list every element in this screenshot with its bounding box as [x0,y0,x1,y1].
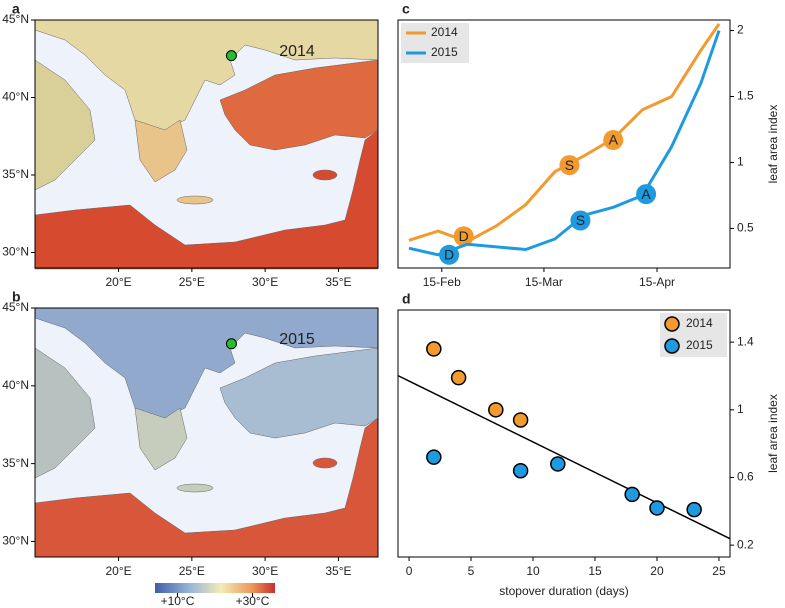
point [426,341,442,357]
stage-marker [439,244,460,265]
point [624,486,640,503]
point [450,369,467,386]
stage-marker [453,226,474,247]
x-tick-label: 25°E [179,275,205,289]
year-label: 2014 [279,43,315,60]
y-tick-label: 1 [737,155,744,169]
legend-label: 2015 [431,45,458,59]
site [225,50,237,62]
legend-bg [401,23,469,43]
x-tick-label: 35°E [325,275,351,289]
y-tick-label: 45°N [2,12,29,26]
x-tick-label: 0 [406,564,413,578]
stage-label: S [565,157,574,173]
stage-label: A [641,186,651,202]
x-tick-label: 15-Feb [423,275,461,289]
panel-letter: d [402,291,411,307]
x-tick-label: 10 [526,564,540,578]
stage-marker [603,130,624,151]
x-tick-label: 30°E [252,564,278,578]
y-tick-label: 0.6 [737,470,754,484]
y-tick-label: 40°N [2,90,29,104]
legend-bg [401,43,469,63]
x-tick-label: 15-Mar [525,275,563,289]
point [512,412,529,428]
point [512,462,529,479]
stage-marker [636,184,657,205]
y-tick-label: 1.5 [737,89,754,103]
x-tick-label: 20°E [105,275,131,289]
y-tick-label: 2 [737,23,744,37]
x-tick-label: 20°E [105,564,131,578]
stage-label: D [459,228,469,244]
y-tick-label: 0.5 [737,221,754,235]
legend-swatch [664,338,680,354]
fit-line [397,374,731,540]
x-tick-label: 35°E [325,564,351,578]
frame [397,19,731,269]
x-tick-label: 15-Apr [639,275,675,289]
legend-label: 2014 [686,316,713,330]
y-axis-label: leaf area index [766,105,780,184]
stage-marker [570,210,591,231]
legend-label: 2014 [431,25,458,39]
point [426,449,442,465]
y-tick-label: 1 [737,402,744,416]
x-tick-label: 5 [468,564,475,578]
legend-swatch [664,316,680,332]
y-tick-label: 45°N [2,300,29,314]
panel-letter: a [12,1,20,17]
panel-letter: b [12,289,21,305]
point [649,500,665,516]
y-tick-label: 30°N [2,245,29,259]
frame [397,309,731,558]
stage-label: D [444,247,454,263]
stage-label: A [609,132,619,148]
point [686,501,702,518]
stage-marker [559,155,580,176]
stage-label: S [576,212,585,228]
x-tick-label: 30°E [252,275,278,289]
year-label: 2015 [279,331,315,348]
x-tick-label: 25°E [179,564,205,578]
y-tick-label: 35°N [2,456,29,470]
y-tick-label: 1.4 [737,334,754,348]
legend-label: 2015 [686,338,713,352]
y-tick-label: 40°N [2,378,29,392]
y-axis-label: leaf area index [766,394,780,473]
frame [34,19,379,269]
y-tick-label: 35°N [2,167,29,181]
line [408,30,721,257]
point [488,402,504,418]
frame [34,307,379,558]
site [225,338,237,350]
x-tick-label: 20 [650,564,664,578]
y-tick-label: 0.2 [737,537,754,551]
x-tick-label: 15 [588,564,602,578]
map-2014 [34,19,379,270]
point [550,456,566,472]
colorbar-label: +10°C [161,594,195,608]
x-tick-label: 25 [712,564,726,578]
colorbar [155,583,275,593]
panel-letter: c [402,1,410,17]
colorbar-label: +30°C [236,594,270,608]
map-2015 [34,307,379,558]
y-tick-label: 30°N [2,534,29,548]
x-axis-label: stopover duration (days) [499,584,628,598]
